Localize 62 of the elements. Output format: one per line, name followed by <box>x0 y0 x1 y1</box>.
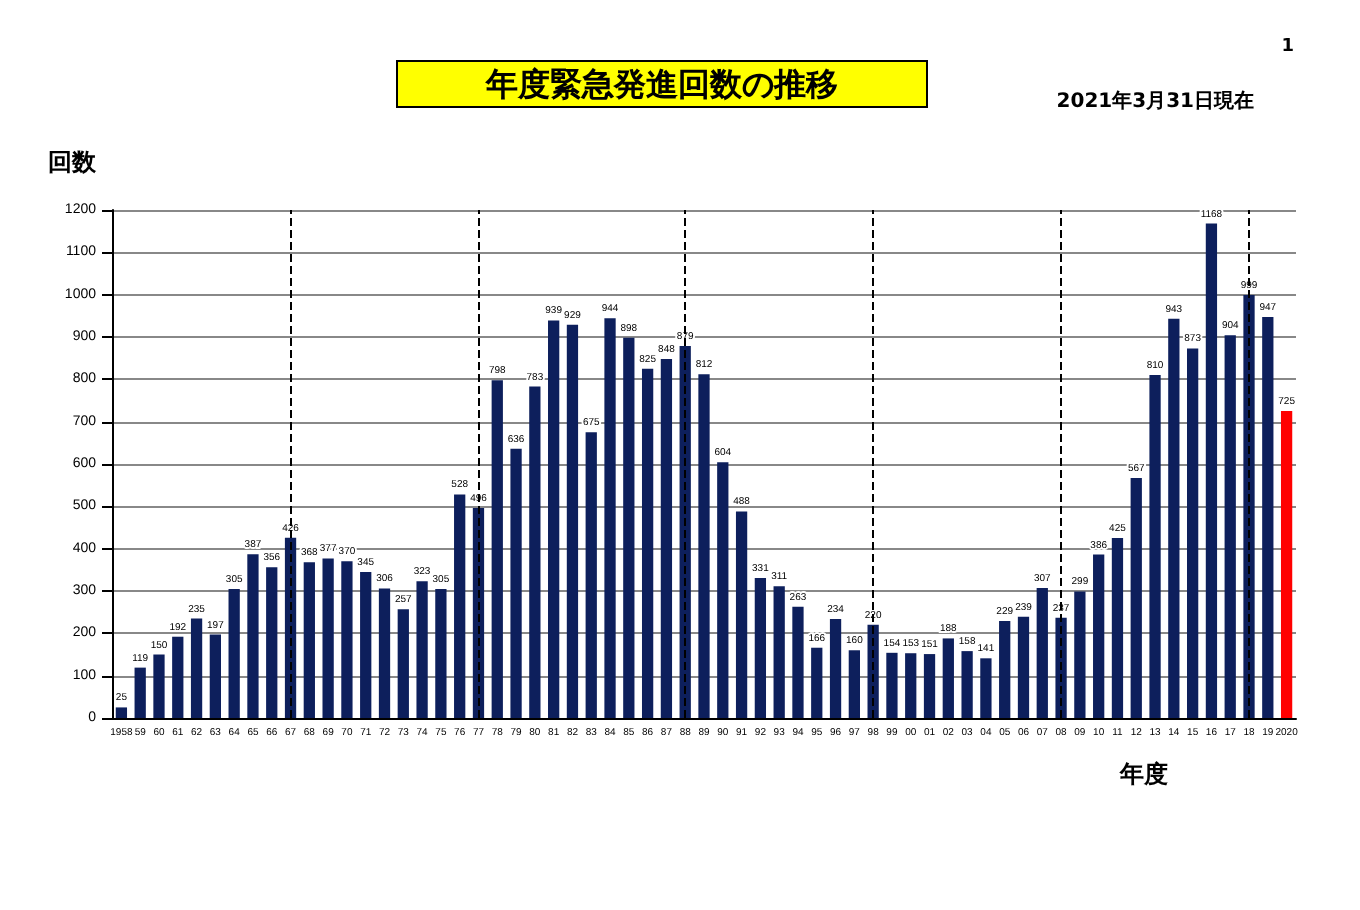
bar <box>378 588 391 718</box>
bar <box>1074 591 1086 718</box>
bar <box>623 337 635 718</box>
bar <box>341 561 353 718</box>
bar <box>829 618 842 718</box>
bar <box>228 588 240 718</box>
bar <box>1036 588 1048 718</box>
x-axis-title: 年度 <box>1118 760 1168 788</box>
bar <box>529 386 541 718</box>
bar <box>1224 335 1236 718</box>
bar <box>548 320 560 718</box>
bar <box>190 618 203 718</box>
bar <box>848 650 860 718</box>
bar <box>641 368 654 718</box>
bar <box>811 647 823 718</box>
bar <box>773 586 785 718</box>
bar <box>416 581 428 718</box>
bar <box>1130 477 1142 718</box>
bar <box>172 636 184 718</box>
bar <box>1149 375 1161 718</box>
bar <box>1111 538 1124 718</box>
bar <box>322 558 334 718</box>
bar <box>886 652 898 718</box>
bar <box>717 462 729 718</box>
bar <box>754 577 767 718</box>
bar <box>961 651 973 718</box>
bar <box>153 654 165 718</box>
bar <box>134 667 146 718</box>
bar <box>397 609 409 718</box>
bar <box>905 653 917 718</box>
bar <box>454 494 466 718</box>
bar <box>1187 348 1199 718</box>
chart-title: 年度緊急発進回数の推移 <box>484 65 838 103</box>
bar <box>566 324 579 718</box>
bar <box>1017 616 1030 718</box>
bar <box>209 634 221 718</box>
bar <box>360 571 372 718</box>
bar <box>1280 411 1293 718</box>
text: 2021年3月31日現在 <box>1056 89 1255 113</box>
bar <box>980 658 992 718</box>
bar <box>660 359 673 718</box>
text: 1 <box>1281 37 1295 57</box>
bar <box>792 606 804 718</box>
bar <box>604 318 616 718</box>
bar <box>510 448 522 718</box>
y-axis-title: 回数 <box>48 148 98 176</box>
bar <box>1205 223 1218 718</box>
bar <box>266 567 278 718</box>
bar <box>491 380 503 718</box>
bar <box>923 654 936 718</box>
bar <box>999 621 1011 718</box>
bar <box>115 707 128 718</box>
bar <box>735 511 748 718</box>
bar <box>1262 317 1274 718</box>
bar <box>942 638 954 718</box>
bar <box>247 554 259 718</box>
bar <box>698 374 710 718</box>
bar <box>585 432 597 718</box>
bar <box>435 588 447 718</box>
bar <box>1093 554 1105 718</box>
bar <box>1168 318 1180 718</box>
bar <box>303 562 315 718</box>
